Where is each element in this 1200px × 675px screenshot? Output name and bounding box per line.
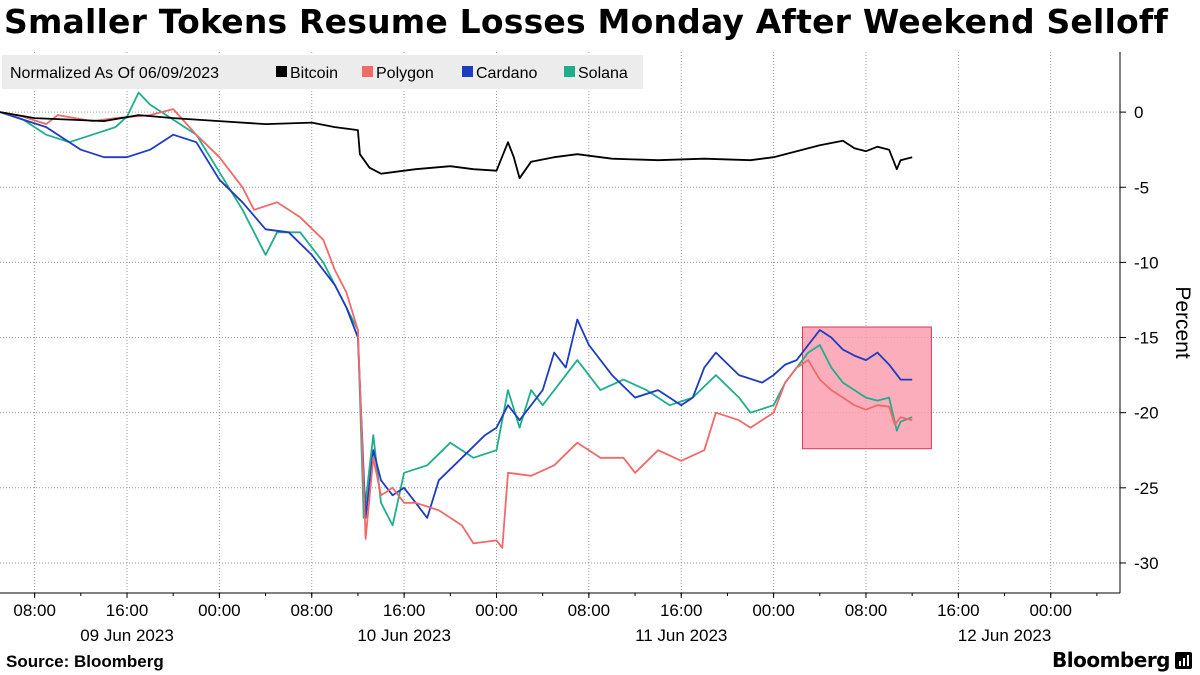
axes: 0 -5 -10 -15 -20 -25 -30 08:00 16:00 00:00 08:00 16… [0,52,1194,645]
legend-swatch-solana [564,66,575,77]
y-tick-label: -25 [1134,479,1159,498]
x-tick-label: 16:00 [660,601,703,620]
legend-label-solana: Solana [578,65,628,82]
source-note: Source: Bloomberg [6,652,164,671]
legend-title: Normalized As Of 06/09/2023 [10,65,219,82]
x-date-label: 10 Jun 2023 [357,626,451,645]
x-tick-label: 08:00 [290,601,333,620]
x-tick-label: 00:00 [1029,601,1072,620]
y-tick-label: 0 [1134,103,1143,122]
series-line-bitcoin [0,111,913,180]
x-tick-label: 16:00 [383,601,426,620]
x-tick-label: 08:00 [845,601,888,620]
x-tick-label: 00:00 [198,601,241,620]
x-tick-label: 00:00 [752,601,795,620]
x-date-label: 12 Jun 2023 [958,626,1052,645]
series-line-cardano [0,111,913,519]
highlight-box [801,326,932,450]
legend-label-bitcoin: Bitcoin [290,65,338,82]
y-axis-title: Percent [1171,286,1194,359]
series-line-polygon [0,108,913,549]
legend-label-polygon: Polygon [376,65,434,82]
terminal-icon [1175,652,1192,669]
legend-swatch-cardano [462,66,473,77]
x-tick-label: 08:00 [13,601,56,620]
highlight-layer [801,326,932,450]
y-tick-label: -5 [1134,178,1149,197]
y-tick-label: -15 [1134,329,1159,348]
x-date-label: 11 Jun 2023 [635,626,727,645]
legend-label-cardano: Cardano [476,65,537,82]
legend-swatch-polygon [362,66,373,77]
series-line-solana [0,91,913,527]
x-tick-label: 00:00 [475,601,518,620]
bloomberg-logo: Bloomberg [1052,648,1170,672]
legend-background [2,55,643,89]
series-layer [0,91,913,549]
x-tick-label: 08:00 [568,601,611,620]
x-tick-label: 16:00 [937,601,980,620]
y-tick-label: -10 [1134,253,1159,272]
chart-title: Smaller Tokens Resume Losses Monday Afte… [4,2,1169,41]
y-tick-label: -20 [1134,404,1159,423]
y-tick-label: -30 [1134,554,1159,573]
grid [0,52,1120,593]
x-date-label: 09 Jun 2023 [80,626,174,645]
legend: Normalized As Of 06/09/2023 Bitcoin Polygo… [2,55,643,89]
legend-swatch-bitcoin [276,66,287,77]
x-tick-label: 16:00 [106,601,149,620]
